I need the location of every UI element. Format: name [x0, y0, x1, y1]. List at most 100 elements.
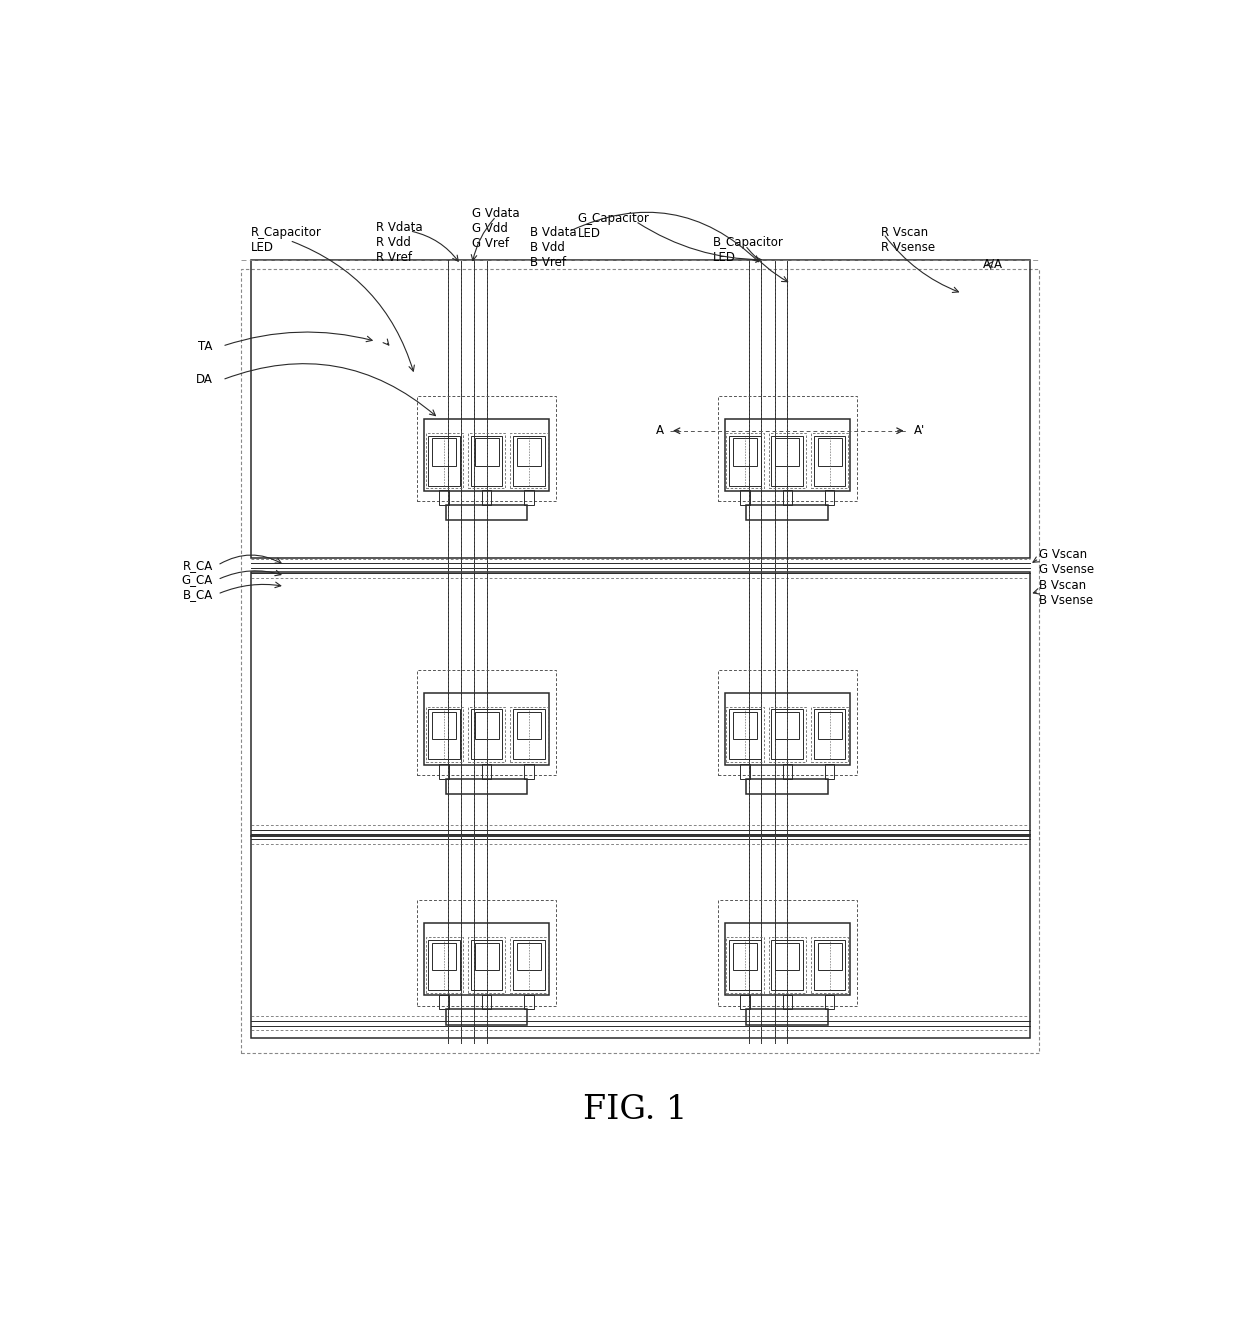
- Text: G Vscan
G Vsense: G Vscan G Vsense: [1039, 549, 1094, 577]
- Bar: [725, 693, 849, 765]
- Bar: [775, 438, 800, 466]
- Text: FIG. 1: FIG. 1: [583, 1094, 688, 1126]
- Bar: [467, 706, 505, 762]
- Text: R Vscan
R Vsense: R Vscan R Vsense: [880, 226, 935, 254]
- Text: TA: TA: [198, 340, 213, 353]
- Bar: [424, 419, 549, 491]
- Bar: [740, 995, 750, 1009]
- Text: G Vdata
G Vdd
G Vref: G Vdata G Vdd G Vref: [472, 206, 520, 250]
- Bar: [428, 435, 460, 486]
- Bar: [517, 712, 541, 740]
- Bar: [424, 693, 549, 765]
- Bar: [718, 900, 857, 1005]
- Bar: [725, 923, 849, 995]
- Bar: [733, 438, 758, 466]
- Bar: [250, 259, 1029, 557]
- Bar: [425, 433, 463, 488]
- Bar: [428, 709, 460, 759]
- Bar: [513, 709, 544, 759]
- Text: B_Capacitor
LED: B_Capacitor LED: [712, 235, 784, 263]
- Bar: [817, 712, 842, 740]
- Bar: [439, 765, 449, 779]
- Bar: [813, 941, 846, 990]
- Bar: [481, 765, 491, 779]
- Text: R_Capacitor
LED: R_Capacitor LED: [250, 226, 322, 254]
- Text: G_CA: G_CA: [181, 573, 213, 586]
- Bar: [467, 937, 505, 994]
- Bar: [771, 435, 804, 486]
- Bar: [811, 937, 848, 994]
- Bar: [817, 942, 842, 970]
- Bar: [250, 572, 1029, 836]
- Bar: [510, 433, 548, 488]
- Bar: [782, 491, 792, 505]
- Bar: [517, 438, 541, 466]
- Bar: [740, 491, 750, 505]
- Bar: [825, 491, 835, 505]
- Bar: [718, 669, 857, 775]
- Bar: [475, 438, 498, 466]
- Bar: [433, 712, 456, 740]
- Bar: [433, 942, 456, 970]
- Bar: [445, 505, 527, 520]
- Bar: [471, 941, 502, 990]
- Bar: [417, 900, 557, 1005]
- Bar: [445, 779, 527, 794]
- Bar: [782, 995, 792, 1009]
- Text: B Vdata
B Vdd
B Vref: B Vdata B Vdd B Vref: [529, 226, 577, 269]
- Bar: [729, 941, 761, 990]
- Bar: [727, 706, 764, 762]
- Text: B_CA: B_CA: [182, 587, 213, 601]
- Text: G_Capacitor
LED: G_Capacitor LED: [578, 212, 650, 239]
- Text: R Vdata
R Vdd
R Vref: R Vdata R Vdd R Vref: [376, 221, 423, 265]
- Bar: [475, 712, 498, 740]
- Bar: [475, 942, 498, 970]
- Bar: [481, 995, 491, 1009]
- Bar: [746, 505, 828, 520]
- Bar: [510, 937, 548, 994]
- Bar: [250, 836, 1029, 1039]
- Bar: [471, 709, 502, 759]
- Bar: [769, 433, 806, 488]
- Bar: [740, 765, 750, 779]
- Bar: [813, 435, 846, 486]
- Text: A': A': [914, 425, 925, 437]
- Bar: [733, 712, 758, 740]
- Text: R_CA: R_CA: [182, 558, 213, 572]
- Bar: [727, 433, 764, 488]
- Bar: [525, 765, 533, 779]
- Bar: [439, 995, 449, 1009]
- Bar: [811, 706, 848, 762]
- Bar: [746, 779, 828, 794]
- Bar: [771, 709, 804, 759]
- Bar: [729, 709, 761, 759]
- Bar: [775, 942, 800, 970]
- Text: A: A: [656, 425, 665, 437]
- Bar: [417, 669, 557, 775]
- Bar: [510, 706, 548, 762]
- Bar: [718, 396, 857, 501]
- Bar: [513, 941, 544, 990]
- Bar: [729, 435, 761, 486]
- Bar: [428, 941, 460, 990]
- Bar: [727, 937, 764, 994]
- Bar: [424, 923, 549, 995]
- Bar: [771, 941, 804, 990]
- Text: A/A: A/A: [983, 258, 1003, 271]
- Bar: [471, 435, 502, 486]
- Bar: [425, 706, 463, 762]
- Bar: [825, 995, 835, 1009]
- Bar: [813, 709, 846, 759]
- Bar: [775, 712, 800, 740]
- Bar: [525, 491, 533, 505]
- Text: DA: DA: [196, 373, 213, 386]
- Bar: [825, 765, 835, 779]
- Bar: [417, 396, 557, 501]
- Bar: [733, 942, 758, 970]
- Bar: [439, 491, 449, 505]
- Bar: [425, 937, 463, 994]
- Bar: [513, 435, 544, 486]
- Bar: [769, 706, 806, 762]
- Bar: [746, 1009, 828, 1024]
- Bar: [445, 1009, 527, 1024]
